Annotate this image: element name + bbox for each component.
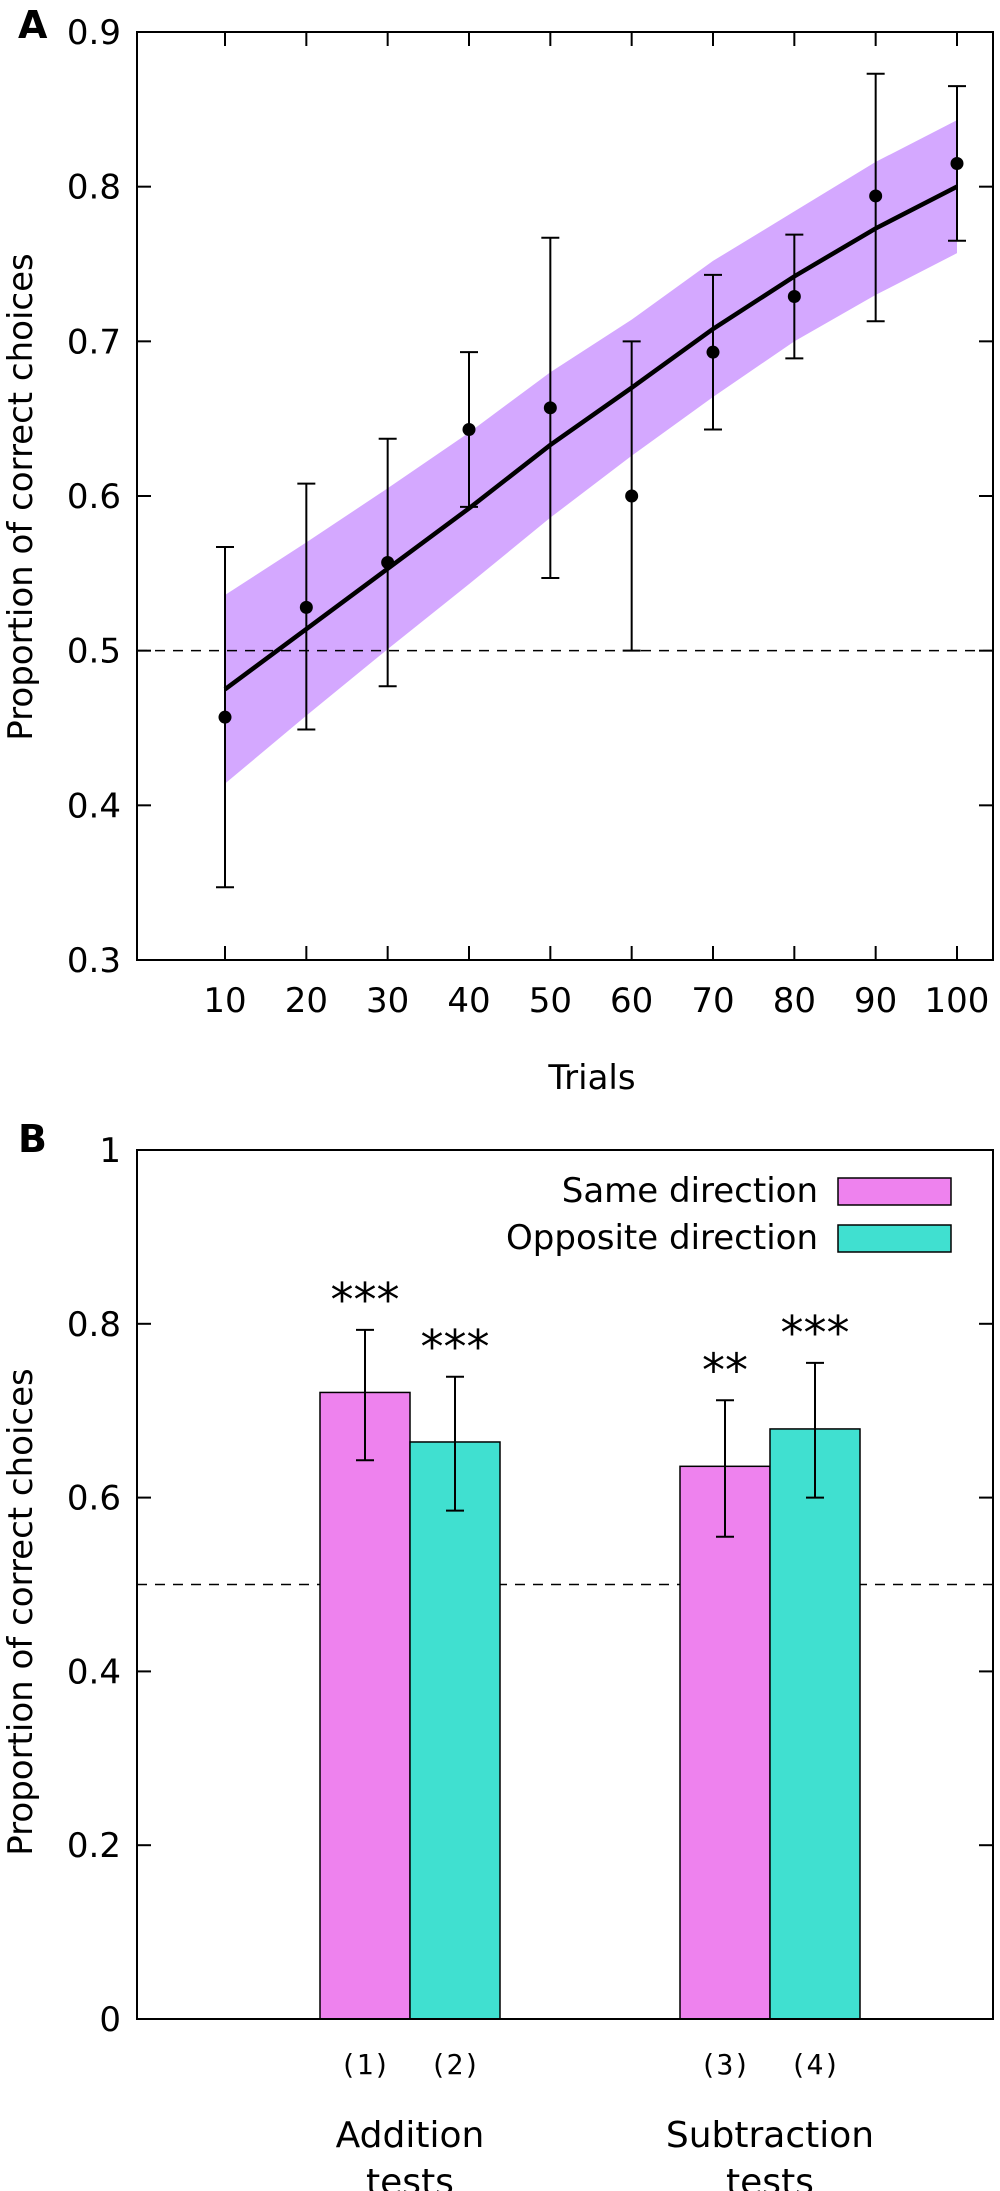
panel-a-y-axis-title: Proportion of correct choices (1, 253, 41, 741)
group-label-line2: tests (726, 2162, 814, 2191)
panel-a-x-axis-title: Trials (547, 1058, 635, 1098)
y-tick-label: 0.6 (67, 477, 121, 517)
panel-a: A Proportion of correct choices Trials 0… (1, 3, 994, 1098)
group-label-line1: Subtraction (666, 2115, 874, 2156)
data-point (218, 710, 232, 724)
y-tick-label: 0.8 (67, 1305, 121, 1345)
x-tick-label: 80 (773, 981, 816, 1021)
fit-line (223, 184, 959, 692)
legend-swatch (837, 1224, 952, 1253)
bar-number-label: (4) (790, 2048, 841, 2081)
y-tick-label: 0.5 (67, 632, 121, 672)
panel-b-letter: B (18, 1117, 47, 1161)
legend-swatch (837, 1177, 952, 1206)
significance-stars: *** (331, 1273, 400, 1327)
data-point (869, 189, 883, 203)
y-tick-label: 0.2 (67, 1826, 121, 1866)
y-tick-label: 0 (99, 2000, 121, 2040)
significance-stars: ** (702, 1343, 748, 1397)
panel-b: B Proportion of correct choices *** (1) **… (1, 1117, 994, 2191)
x-tick-label: 10 (203, 981, 246, 1021)
bar (769, 1428, 861, 2020)
y-tick-label: 1 (99, 1131, 121, 1171)
legend-label: Same direction (562, 1171, 818, 1211)
x-tick-label: 30 (366, 981, 409, 1021)
group-label-line1: Addition (336, 2115, 485, 2156)
data-point (299, 600, 313, 614)
data-point (950, 156, 964, 170)
x-tick-label: 20 (285, 981, 328, 1021)
data-point (543, 401, 557, 415)
data-point (381, 556, 395, 570)
data-point (625, 489, 639, 503)
bar-number-label: (1) (340, 2048, 391, 2081)
x-tick-label: 70 (691, 981, 734, 1021)
bar-number-label: (2) (430, 2048, 481, 2081)
data-point (787, 289, 801, 303)
fit-confidence-band (225, 120, 957, 784)
y-tick-label: 0.7 (67, 322, 121, 362)
y-tick-label: 0.4 (67, 786, 121, 826)
panel-a-letter: A (18, 3, 48, 47)
bar (319, 1391, 411, 2020)
bar-number-label: (3) (700, 2048, 751, 2081)
bar (679, 1465, 771, 2020)
x-tick-label: 100 (925, 981, 990, 1021)
x-tick-label: 40 (447, 981, 490, 1021)
y-tick-label: 0.3 (67, 941, 121, 981)
bar (409, 1441, 501, 2020)
data-point (706, 345, 720, 359)
x-tick-label: 90 (854, 981, 897, 1021)
y-tick-label: 0.8 (67, 168, 121, 208)
group-label-line2: tests (366, 2162, 454, 2191)
data-point (462, 422, 476, 436)
y-tick-label: 0.6 (67, 1479, 121, 1519)
panel-b-y-axis-title: Proportion of correct choices (1, 1368, 41, 1856)
legend-label: Opposite direction (506, 1218, 818, 1258)
significance-stars: *** (781, 1306, 850, 1360)
x-tick-label: 50 (529, 981, 572, 1021)
plot-frame (136, 1149, 994, 2020)
y-tick-label: 0.4 (67, 1652, 121, 1692)
significance-stars: *** (421, 1320, 490, 1374)
y-tick-label: 0.9 (67, 13, 121, 53)
x-tick-label: 60 (610, 981, 653, 1021)
